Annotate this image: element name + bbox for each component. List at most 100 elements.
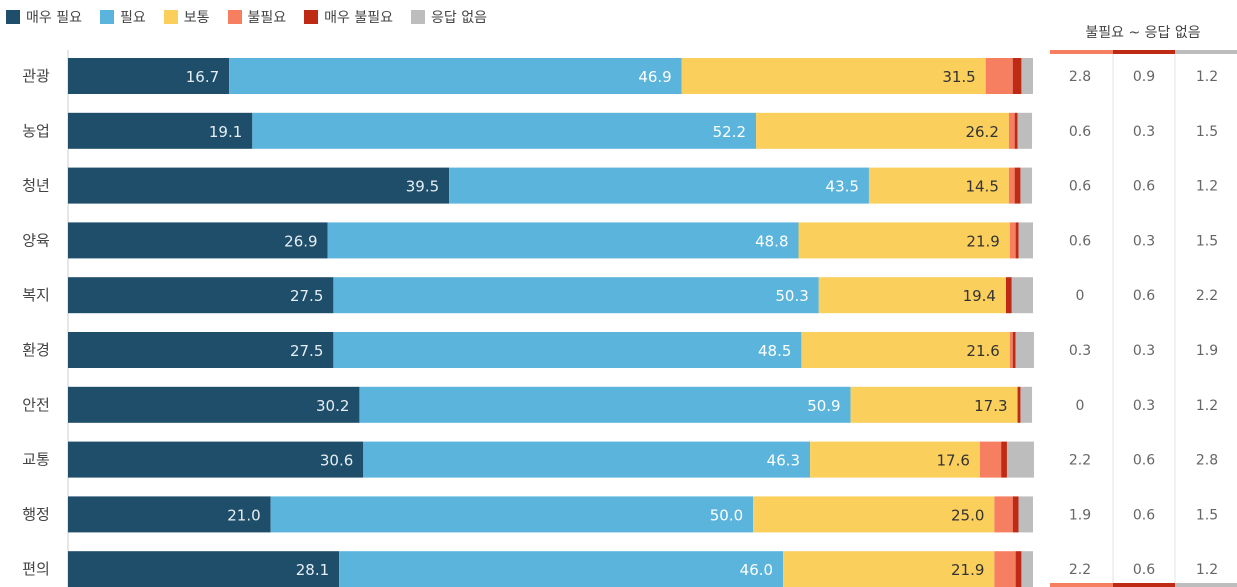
table-cell: 0.3 — [1133, 233, 1155, 249]
legend: 매우 필요 필요 보통 불필요 매우 불필요 응답 없음 — [6, 6, 505, 28]
bar-segment — [1021, 58, 1033, 94]
bar-segment — [327, 222, 799, 259]
bar-segment — [1014, 112, 1018, 149]
bar-segment — [1005, 277, 1012, 314]
table-cell: 0 — [1076, 288, 1085, 304]
category-label: 양육 — [22, 231, 50, 249]
legend-swatch — [99, 10, 114, 24]
bar-segment — [1015, 332, 1034, 368]
bar-segment — [1017, 386, 1021, 423]
data-label: 21.6 — [966, 342, 999, 360]
legend-item: 응답 없음 — [411, 7, 487, 27]
category-label: 교통 — [22, 451, 50, 469]
table-title: 불필요 ~ 응답 없음 — [1085, 25, 1200, 41]
bar-segment — [68, 496, 271, 533]
bar-segment — [1006, 441, 1034, 478]
bar-segment — [1011, 277, 1033, 314]
table-footer-bar — [1113, 583, 1175, 587]
data-label: 14.5 — [965, 178, 998, 196]
bar-segment — [333, 277, 819, 314]
bar-segment — [801, 332, 1010, 368]
bar-segment — [1020, 167, 1033, 204]
data-label: 48.8 — [755, 232, 788, 250]
legend-item: 매우 불필요 — [304, 7, 393, 27]
bar-segment — [1009, 222, 1016, 259]
bar-segment — [985, 58, 1013, 94]
table-cell: 0.6 — [1069, 124, 1091, 140]
table-cell: 2.2 — [1196, 288, 1218, 304]
bar-segment — [68, 441, 364, 478]
table-header-bar — [1113, 50, 1175, 54]
legend-swatch — [304, 10, 319, 24]
bar-segment — [1018, 222, 1033, 259]
table-cell: 0.9 — [1133, 69, 1155, 85]
data-label: 27.5 — [290, 342, 323, 360]
bar-segment — [850, 386, 1018, 423]
table-cell: 0.6 — [1069, 233, 1091, 249]
table-header-bar — [1175, 50, 1237, 54]
bar-segment — [68, 332, 334, 368]
bar-segment — [1008, 167, 1015, 204]
data-label: 27.5 — [290, 287, 323, 305]
bar-segment — [1018, 496, 1033, 533]
bar-segment — [1020, 386, 1033, 423]
legend-item: 불필요 — [227, 7, 286, 27]
legend-label: 매우 불필요 — [324, 10, 394, 26]
data-label: 48.5 — [758, 342, 791, 360]
table-cell: 2.2 — [1069, 453, 1091, 469]
bar-segment — [810, 441, 980, 478]
bar-segment — [798, 222, 1010, 259]
bar-segment — [1012, 496, 1019, 533]
data-label: 26.9 — [284, 232, 317, 250]
table-cell: 2.8 — [1196, 453, 1218, 469]
category-label: 복지 — [22, 286, 50, 304]
bar-segment — [229, 58, 682, 94]
bar-segment — [994, 551, 1016, 587]
bar-segment — [1021, 551, 1033, 587]
data-label: 19.1 — [209, 123, 242, 141]
table-cell: 0.6 — [1133, 562, 1155, 578]
table-cell: 1.2 — [1196, 562, 1218, 578]
legend-item: 보통 — [163, 7, 210, 27]
bar-segment — [818, 277, 1006, 314]
bar-segment — [68, 222, 328, 259]
data-label: 46.9 — [638, 68, 671, 86]
table-cell: 1.5 — [1196, 233, 1218, 249]
bar-segment — [1012, 58, 1022, 94]
data-label: 46.3 — [767, 452, 800, 470]
table-cell: 1.2 — [1196, 398, 1218, 414]
table-cell: 0.6 — [1133, 179, 1155, 195]
bar-segment — [753, 496, 995, 533]
data-label: 16.7 — [186, 68, 219, 86]
category-label: 안전 — [22, 396, 50, 414]
data-label: 30.6 — [320, 452, 353, 470]
bar-segment — [783, 551, 995, 587]
bar-segment — [1017, 112, 1033, 149]
bar-segment — [1012, 332, 1016, 368]
legend-swatch — [411, 10, 426, 24]
table-cell: 0.6 — [1133, 288, 1155, 304]
data-label: 17.3 — [974, 397, 1007, 415]
table-cell: 1.5 — [1196, 507, 1218, 523]
bar-segment — [363, 441, 811, 478]
data-label: 21.0 — [227, 506, 260, 524]
bar-segment — [449, 167, 869, 204]
bar-segment — [339, 551, 784, 587]
category-label: 농업 — [22, 122, 50, 140]
bar-segment — [868, 167, 1009, 204]
bar-segment — [68, 551, 340, 587]
table-cell: 1.2 — [1196, 179, 1218, 195]
legend-swatch — [227, 10, 242, 24]
table-cell: 0 — [1076, 398, 1085, 414]
bar-segment — [270, 496, 754, 533]
bar-segment — [1015, 551, 1022, 587]
legend-item: 매우 필요 — [6, 7, 82, 27]
category-label: 행정 — [22, 505, 50, 523]
table-cell: 1.5 — [1196, 124, 1218, 140]
table-cell: 0.3 — [1133, 398, 1155, 414]
bar-segment — [1015, 222, 1019, 259]
bar-segment — [994, 496, 1013, 533]
table-footer-bar — [1050, 583, 1113, 587]
bar-segment — [68, 167, 450, 204]
table-cell: 0.6 — [1133, 453, 1155, 469]
